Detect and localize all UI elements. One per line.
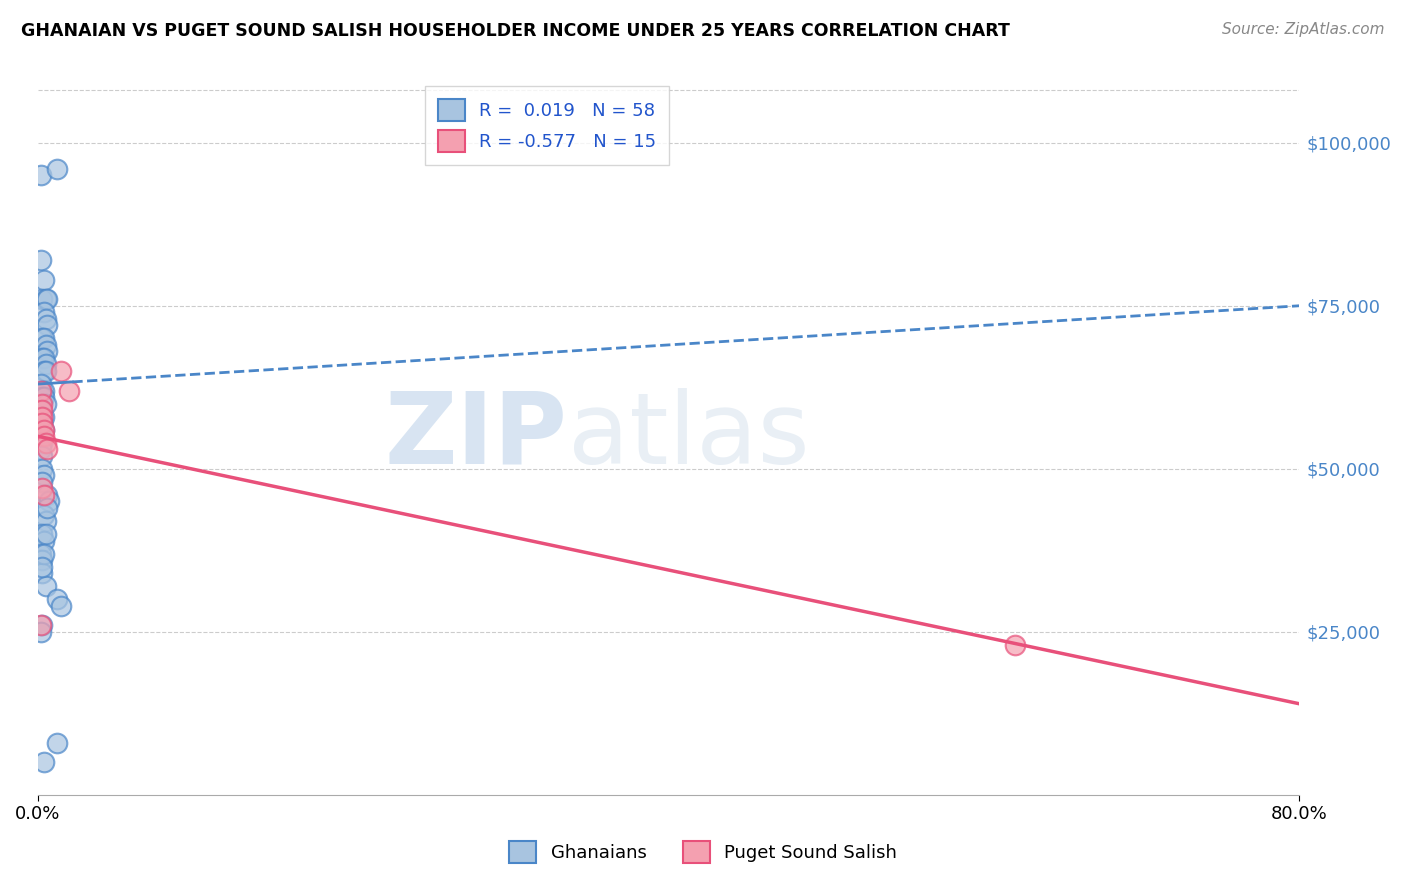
Point <box>31 618 53 632</box>
Point <box>30 429 52 443</box>
Point <box>31 409 53 424</box>
Point <box>58 384 80 398</box>
Point <box>32 547 55 561</box>
Point <box>37 488 59 502</box>
Point <box>31 416 53 430</box>
Point <box>32 488 55 502</box>
Point <box>32 273 55 287</box>
Point <box>34 579 56 593</box>
Point <box>45 736 67 750</box>
Point <box>34 311 56 326</box>
Text: GHANAIAN VS PUGET SOUND SALISH HOUSEHOLDER INCOME UNDER 25 YEARS CORRELATION CHA: GHANAIAN VS PUGET SOUND SALISH HOUSEHOLD… <box>21 22 1010 40</box>
Point <box>31 559 53 574</box>
Point <box>30 624 52 639</box>
Point <box>32 390 55 404</box>
Point <box>45 161 67 176</box>
Point <box>31 331 53 345</box>
Point <box>31 416 53 430</box>
Point <box>32 384 55 398</box>
Point <box>51 364 73 378</box>
Point <box>30 253 52 268</box>
Point <box>34 292 56 306</box>
Legend: R =  0.019   N = 58, R = -0.577   N = 15: R = 0.019 N = 58, R = -0.577 N = 15 <box>425 87 669 165</box>
Point <box>34 527 56 541</box>
Point <box>31 416 53 430</box>
Point <box>34 338 56 352</box>
Point <box>30 547 52 561</box>
Point <box>31 566 53 581</box>
Point <box>37 318 59 333</box>
Point <box>38 494 60 508</box>
Point <box>37 442 59 457</box>
Point <box>31 462 53 476</box>
Point <box>45 592 67 607</box>
Point <box>30 377 52 392</box>
Point <box>51 599 73 613</box>
Point <box>30 403 52 417</box>
Point <box>34 514 56 528</box>
Point <box>37 292 59 306</box>
Point <box>32 331 55 345</box>
Point <box>32 305 55 319</box>
Point <box>34 364 56 378</box>
Point <box>31 527 53 541</box>
Point <box>30 384 52 398</box>
Point <box>32 508 55 522</box>
Point <box>32 533 55 548</box>
Point <box>32 423 55 437</box>
Point <box>32 364 55 378</box>
Legend: Ghanaians, Puget Sound Salish: Ghanaians, Puget Sound Salish <box>498 830 908 874</box>
Point <box>31 384 53 398</box>
Point <box>31 553 53 567</box>
Text: atlas: atlas <box>568 388 808 484</box>
Point <box>37 501 59 516</box>
Point <box>31 449 53 463</box>
Point <box>30 618 52 632</box>
Text: Source: ZipAtlas.com: Source: ZipAtlas.com <box>1222 22 1385 37</box>
Point <box>34 435 56 450</box>
Point <box>31 482 53 496</box>
Point <box>32 468 55 483</box>
Point <box>34 358 56 372</box>
Point <box>32 351 55 365</box>
Text: ZIP: ZIP <box>385 388 568 484</box>
Point <box>32 429 55 443</box>
Point <box>31 390 53 404</box>
Point <box>31 292 53 306</box>
Point <box>30 442 52 457</box>
Point <box>1004 638 1026 652</box>
Point <box>30 169 52 183</box>
Point <box>31 435 53 450</box>
Point <box>31 351 53 365</box>
Point <box>32 409 55 424</box>
Point <box>31 475 53 489</box>
Point <box>37 344 59 359</box>
Point <box>32 756 55 770</box>
Point <box>32 423 55 437</box>
Point <box>31 409 53 424</box>
Point <box>31 403 53 417</box>
Point <box>34 397 56 411</box>
Point <box>31 397 53 411</box>
